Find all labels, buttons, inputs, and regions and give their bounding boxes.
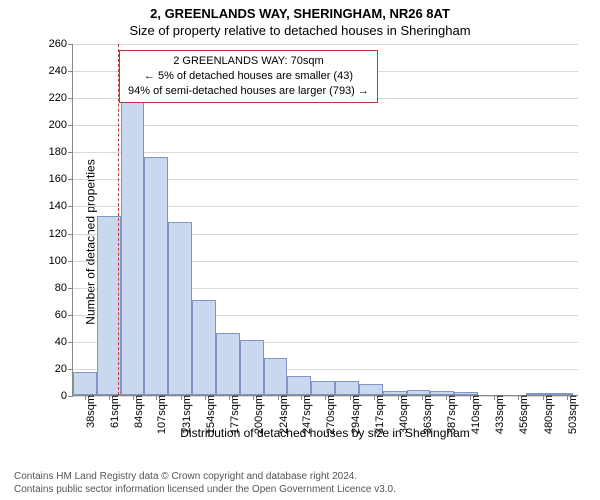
histogram-bar: [168, 222, 192, 395]
y-tick-label: 260: [49, 38, 73, 50]
chart-container: Number of detached properties 0204060801…: [32, 44, 588, 440]
annotation-line1: 2 GREENLANDS WAY: 70sqm: [128, 54, 369, 69]
y-tick-label: 160: [49, 173, 73, 185]
histogram-bar: [192, 300, 216, 395]
y-tick-label: 200: [49, 119, 73, 131]
footer-attribution: Contains HM Land Registry data © Crown c…: [14, 470, 396, 496]
histogram-bar: [216, 333, 240, 395]
histogram-bar: [121, 97, 145, 395]
y-tick-label: 140: [49, 200, 73, 212]
footer-line1: Contains HM Land Registry data © Crown c…: [14, 470, 396, 483]
histogram-bar: [264, 358, 288, 395]
chart-title-line2: Size of property relative to detached ho…: [0, 23, 600, 38]
histogram-bar: [144, 157, 168, 395]
x-axis-label: Distribution of detached houses by size …: [72, 426, 578, 440]
y-tick-label: 40: [55, 336, 73, 348]
x-tick-label: 38sqm: [83, 395, 97, 428]
y-tick-label: 180: [49, 146, 73, 158]
y-tick-label: 20: [55, 363, 73, 375]
histogram-bar: [359, 384, 383, 395]
histogram-bar: [97, 216, 121, 395]
y-tick-label: 240: [49, 65, 73, 77]
footer-line2: Contains public sector information licen…: [14, 483, 396, 496]
chart-title-line1: 2, GREENLANDS WAY, SHERINGHAM, NR26 8AT: [0, 6, 600, 21]
gridline: [73, 125, 578, 126]
y-tick-label: 120: [49, 228, 73, 240]
histogram-bar: [240, 340, 264, 396]
y-tick-label: 60: [55, 309, 73, 321]
x-tick-label: 84sqm: [131, 395, 145, 428]
x-tick-label: 61sqm: [107, 395, 121, 428]
annotation-box: 2 GREENLANDS WAY: 70sqm← 5% of detached …: [119, 50, 378, 103]
histogram-bar: [73, 372, 97, 395]
y-tick-label: 100: [49, 255, 73, 267]
y-tick-label: 80: [55, 282, 73, 294]
plot-area: 02040608010012014016018020022024026038sq…: [72, 44, 578, 396]
y-tick-label: 0: [61, 390, 73, 402]
title-block: 2, GREENLANDS WAY, SHERINGHAM, NR26 8AT …: [0, 0, 600, 38]
histogram-bar: [311, 381, 335, 395]
y-tick-label: 220: [49, 92, 73, 104]
histogram-bar: [287, 376, 311, 395]
histogram-bar: [335, 381, 359, 395]
annotation-line3: 94% of semi-detached houses are larger (…: [128, 84, 369, 99]
annotation-line2: ← 5% of detached houses are smaller (43): [128, 69, 369, 84]
gridline: [73, 152, 578, 153]
gridline: [73, 44, 578, 45]
